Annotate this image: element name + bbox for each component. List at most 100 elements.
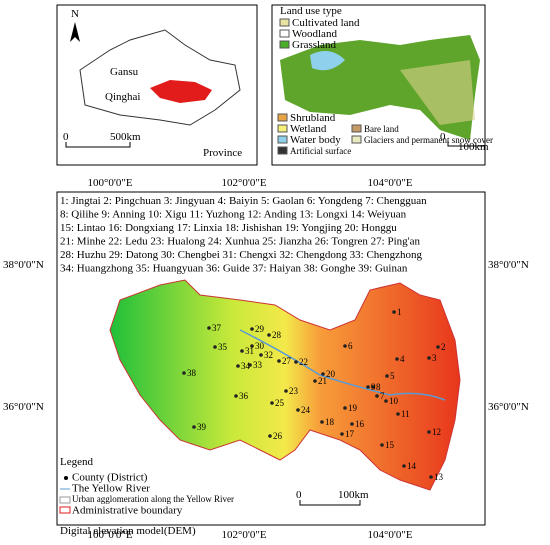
county-point <box>384 399 388 403</box>
county-list-line: 1: Jingtai 2: Pingchuan 3: Jingyuan 4: B… <box>60 195 427 207</box>
county-point <box>213 345 217 349</box>
legend-label: Administrative boundary <box>72 505 183 517</box>
county-label: 27 <box>282 356 292 366</box>
legend-label: Artificial surface <box>290 146 351 156</box>
county-point <box>392 310 396 314</box>
longitude-label: 102°0'0"E <box>221 177 266 189</box>
legend-swatch <box>279 18 290 27</box>
legend-title: Legend <box>60 456 93 468</box>
county-label: 34 <box>241 361 251 371</box>
county-point <box>267 333 271 337</box>
county-label: 26 <box>273 431 283 441</box>
county-label: 1 <box>397 307 402 317</box>
legend-label: The Yellow River <box>72 483 150 495</box>
county-list-line: 15: Lintao 16: Dongxiang 17: Linxia 18: … <box>60 222 397 234</box>
county-point <box>340 432 344 436</box>
county-list-line: 34: Huangzhong 35: Huangyuan 36: Guide 3… <box>60 263 408 275</box>
county-point <box>240 349 244 353</box>
county-point <box>268 434 272 438</box>
legend-swatch <box>59 506 71 514</box>
latitude-label: 38°0'0"N <box>3 259 44 271</box>
scale-label: 0 <box>63 131 69 143</box>
county-list-line: 21: Minhe 22: Ledu 23: Hualong 24: Xunhu… <box>60 236 420 248</box>
county-point <box>427 430 431 434</box>
lake <box>310 51 345 71</box>
legend-swatch <box>351 135 362 144</box>
yellow-river <box>239 329 446 401</box>
legend-label: Wetland <box>290 123 327 135</box>
scale-label: 0 <box>296 489 302 501</box>
dem-title: Digital elevation model(DEM) <box>60 525 196 537</box>
cultivated-patch <box>400 60 475 125</box>
county-point <box>296 408 300 412</box>
scale-label: 100km <box>458 141 489 153</box>
county-label: 12 <box>432 427 441 437</box>
legend-swatch <box>277 135 288 144</box>
legend-label: Bare land <box>364 124 399 134</box>
county-point <box>429 475 433 479</box>
county-label: 30 <box>255 341 265 351</box>
legend-swatch <box>279 29 290 38</box>
dem-area <box>109 279 461 491</box>
county-label: 5 <box>390 371 395 381</box>
county-list: 1: Jingtai 2: Pingchuan 3: Jingyuan 4: B… <box>60 195 427 275</box>
county-label: 4 <box>400 354 405 364</box>
scale-bar <box>447 141 485 147</box>
scale-label: 0 <box>440 131 446 143</box>
legend-swatch <box>351 124 362 133</box>
legend-title: Land use type <box>280 5 342 17</box>
county-label: 16 <box>355 419 365 429</box>
county-label: 29 <box>255 324 265 334</box>
latitude-label: 36°0'0"N <box>488 401 529 413</box>
county-label: 37 <box>212 323 222 333</box>
scale-label: 100km <box>338 489 369 501</box>
county-point <box>250 344 254 348</box>
county-point <box>277 359 281 363</box>
county-label: 25 <box>275 398 285 408</box>
county-label: 36 <box>239 391 249 401</box>
county-label: 28 <box>272 330 282 340</box>
county-label: 2 <box>441 342 446 352</box>
county-label: 10 <box>389 396 399 406</box>
county-point <box>192 425 196 429</box>
county-point <box>236 364 240 368</box>
longitude-label: 104°0'0"E <box>367 177 412 189</box>
legend-swatch <box>277 113 288 122</box>
legend-swatch <box>277 146 288 155</box>
county-label: 21 <box>318 376 327 386</box>
county-label: 24 <box>301 405 311 415</box>
county-label: 38 <box>187 368 197 378</box>
counties: 1234567891011121314151617181920212223242… <box>182 307 446 482</box>
county-point <box>375 394 379 398</box>
county-label: 31 <box>245 346 254 356</box>
county-point <box>248 363 252 367</box>
county-point <box>350 422 354 426</box>
county-point <box>270 401 274 405</box>
county-point <box>250 327 254 331</box>
county-label: 8 <box>376 382 381 392</box>
study-area <box>150 80 212 103</box>
county-point <box>182 371 186 375</box>
county-list-line: 8: Qilihe 9: Anning 10: Xigu 11: Yuzhong… <box>60 209 407 221</box>
graticule-labels: 100°0'0"E 100°0'0"E 102°0'0"E 102°0'0"E 104°… <box>3 177 529 541</box>
scale-bar <box>65 142 131 148</box>
region-label: Qinghai <box>105 91 140 103</box>
county-point <box>234 394 238 398</box>
county-label: 11 <box>401 409 410 419</box>
longitude-label: 104°0'0"E <box>367 529 412 540</box>
county-point <box>343 344 347 348</box>
scale-label: 500km <box>110 131 141 143</box>
county-label: 17 <box>345 429 355 439</box>
county-point <box>380 443 384 447</box>
legend-swatch <box>279 40 290 49</box>
county-label: 13 <box>434 472 444 482</box>
legend-swatch <box>64 476 68 480</box>
legend-swatch <box>59 496 71 504</box>
legend-label: Shrubland <box>290 112 336 124</box>
legend-label: County (District) <box>72 472 148 484</box>
county-point <box>207 326 211 330</box>
county-point <box>366 385 370 389</box>
latitude-label: 38°0'0"N <box>488 259 529 271</box>
